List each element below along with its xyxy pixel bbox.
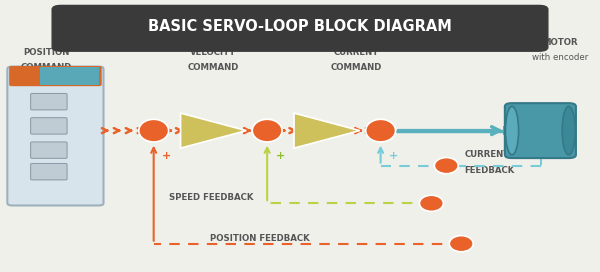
Text: POSITION FEEDBACK: POSITION FEEDBACK bbox=[211, 234, 310, 243]
Text: +: + bbox=[162, 151, 172, 161]
Text: +: + bbox=[275, 151, 285, 161]
Text: COMMAND: COMMAND bbox=[331, 63, 382, 72]
FancyBboxPatch shape bbox=[505, 103, 576, 158]
Text: SPEED FEEDBACK: SPEED FEEDBACK bbox=[169, 193, 253, 202]
Ellipse shape bbox=[505, 106, 518, 155]
FancyBboxPatch shape bbox=[503, 126, 514, 135]
FancyBboxPatch shape bbox=[31, 142, 67, 158]
Text: VELOCITY: VELOCITY bbox=[190, 48, 236, 57]
Ellipse shape bbox=[419, 195, 443, 211]
Text: MOTOR: MOTOR bbox=[542, 38, 578, 47]
Polygon shape bbox=[294, 113, 360, 148]
FancyBboxPatch shape bbox=[9, 66, 102, 86]
Text: CURRENT: CURRENT bbox=[334, 48, 379, 57]
Text: COMMAND: COMMAND bbox=[20, 63, 72, 72]
Polygon shape bbox=[181, 113, 246, 148]
Ellipse shape bbox=[449, 236, 473, 252]
FancyBboxPatch shape bbox=[7, 67, 104, 205]
Text: FEEDBACK: FEEDBACK bbox=[464, 166, 515, 175]
Text: BASIC SERVO-LOOP BLOCK DIAGRAM: BASIC SERVO-LOOP BLOCK DIAGRAM bbox=[148, 20, 452, 35]
FancyBboxPatch shape bbox=[52, 5, 548, 51]
FancyBboxPatch shape bbox=[31, 94, 67, 110]
Text: +: + bbox=[389, 151, 398, 161]
Text: POSITION: POSITION bbox=[23, 48, 70, 57]
Ellipse shape bbox=[562, 106, 575, 155]
Text: with encoder: with encoder bbox=[532, 53, 588, 62]
Text: CURRENT: CURRENT bbox=[464, 150, 509, 159]
FancyBboxPatch shape bbox=[31, 163, 67, 180]
Ellipse shape bbox=[252, 119, 282, 142]
Ellipse shape bbox=[434, 157, 458, 174]
Text: COMMAND: COMMAND bbox=[188, 63, 239, 72]
Ellipse shape bbox=[139, 119, 169, 142]
FancyBboxPatch shape bbox=[31, 118, 67, 134]
FancyBboxPatch shape bbox=[40, 67, 99, 85]
Ellipse shape bbox=[365, 119, 395, 142]
